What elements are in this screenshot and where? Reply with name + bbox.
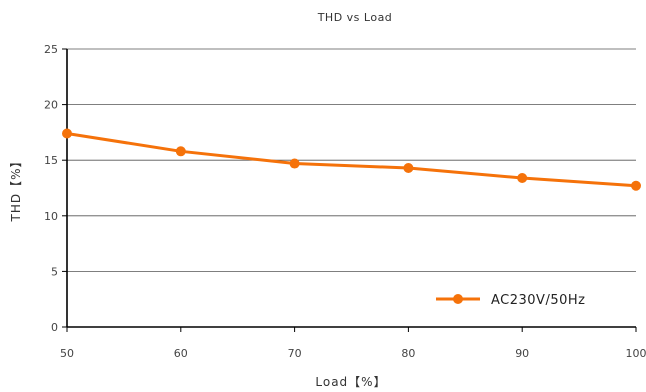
y-tick-label-0: 0 [51,321,58,334]
y-tick-label-20: 20 [44,99,58,112]
y-tick-label-10: 10 [44,210,58,223]
legend-label-0: AC230V/50Hz [491,293,585,308]
grid-layer [67,48,636,272]
x-tick-label-50: 50 [60,347,74,360]
data-point-50 [62,128,72,139]
x-tick-label-80: 80 [401,347,415,360]
data-point-100 [631,180,641,191]
data-point-70 [289,158,300,169]
y-tick-label-5: 5 [51,265,58,278]
legend-marker-0 [453,294,463,304]
axes-layer [62,48,637,332]
legend: AC230V/50Hz [436,293,585,308]
y-tick-label-15: 15 [44,154,58,167]
data-point-60 [175,146,186,157]
data-point-80 [403,162,414,173]
chart-title: THD vs Load [317,11,393,24]
x-tick-label-100: 100 [626,347,646,360]
y-axis-title: THD【%】 [9,155,23,223]
x-axis-title: Load【%】 [315,375,386,389]
x-tick-label-90: 90 [515,347,529,360]
x-tick-label-70: 70 [288,347,302,360]
data-point-90 [517,172,528,183]
tick-labels: 0 5 10 15 20 25 50 60 70 80 90 100 [44,43,646,360]
series-layer [62,128,641,191]
series-line-0 [65,132,638,188]
y-tick-label-25: 25 [44,43,58,56]
x-tick-label-60: 60 [174,347,188,360]
